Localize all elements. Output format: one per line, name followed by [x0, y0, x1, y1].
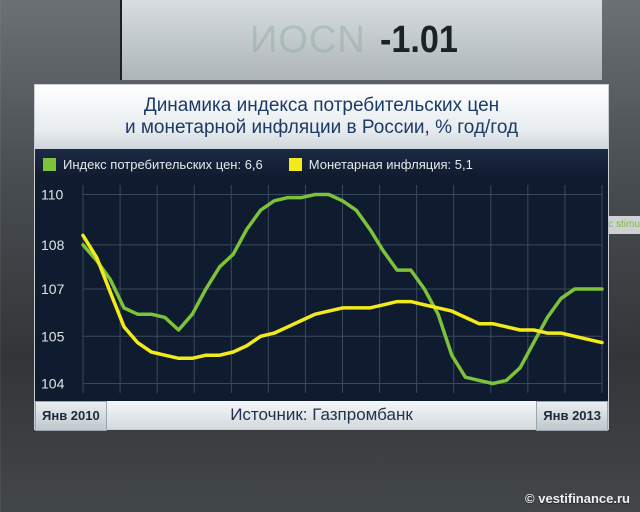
- chart-legend: Индекс потребительских цен: 6,6 Монетарн…: [35, 149, 608, 179]
- chart-title-bar: Динамика индекса потребительских цен и м…: [35, 85, 608, 149]
- source-label: Источник: Газпромбанк: [230, 405, 413, 424]
- series-line-cpi: [81, 192, 604, 386]
- side-screen-label: ic stimulu: [602, 216, 640, 234]
- legend-swatch-cpi: [43, 157, 56, 171]
- legend-label-monetary: Монетарная инфляция: 5,1: [308, 156, 473, 172]
- ticker-faded-text: ИОСN: [250, 18, 366, 61]
- legend-item-monetary: Монетарная инфляция: 5,1: [288, 156, 473, 172]
- y-tick-label: 104: [41, 376, 65, 392]
- ticker-display: ИОСN -1.01: [250, 0, 550, 80]
- legend-label-cpi: Индекс потребительских цен: 6,6: [63, 156, 263, 172]
- watermark: © vestifinance.ru: [525, 491, 630, 506]
- legend-item-cpi: Индекс потребительских цен: 6,6: [43, 157, 263, 172]
- chart-title-line-2: и монетарной инфляции в России, % год/го…: [124, 117, 519, 138]
- chart-card: Динамика индекса потребительских цен и м…: [34, 84, 609, 431]
- ticker-panel: [120, 0, 602, 80]
- y-tick-label: 107: [41, 281, 65, 297]
- line-chart-svg: 110 108 107 105 104: [41, 185, 604, 393]
- legend-swatch-monetary: [288, 157, 302, 171]
- plot-area: 110 108 107 105 104: [35, 179, 608, 401]
- chart-title-line-1: Динамика индекса потребительских цен: [143, 95, 500, 116]
- chart-footer-bar: Источник: Газпромбанк Янв 2010 Янв 2013: [35, 401, 608, 431]
- series-line-monetary: [81, 233, 604, 361]
- y-tick-label: 108: [41, 237, 65, 253]
- y-tick-label: 105: [41, 328, 65, 344]
- x-end-label: Янв 2013: [536, 401, 608, 431]
- ticker-value: -1.01: [379, 18, 458, 61]
- x-start-label: Янв 2010: [35, 401, 107, 431]
- y-tick-label: 110: [41, 186, 64, 202]
